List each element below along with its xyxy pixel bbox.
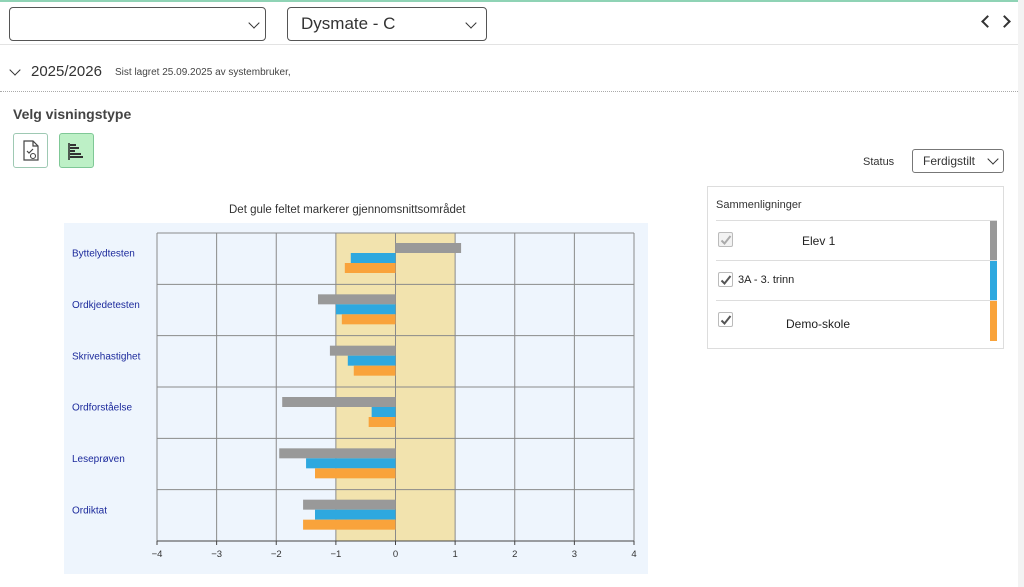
comparison-row-elev[interactable]: Elev 1 <box>716 220 997 261</box>
bar-elev-1 <box>303 499 396 510</box>
checkbox[interactable] <box>718 312 733 327</box>
document-check-icon <box>23 140 39 161</box>
series-color-swatch <box>990 221 997 261</box>
checkmark-icon <box>720 235 732 245</box>
chevron-down-icon <box>248 17 260 29</box>
checkmark-icon <box>720 275 732 285</box>
series-color-swatch <box>990 261 997 301</box>
top-bar: Dysmate - C <box>0 0 1024 45</box>
test-select-value: Dysmate - C <box>301 14 396 33</box>
bar-3a-3-trinn <box>315 509 396 520</box>
chevron-down-icon <box>987 153 999 165</box>
comparison-label: Elev 1 <box>802 234 836 248</box>
bar-demo-skole <box>315 468 396 479</box>
test-select[interactable]: Dysmate - C <box>287 7 487 41</box>
comparisons-panel: Sammenligninger Elev 1 3A - 3. trinn Dem… <box>707 186 1004 349</box>
bar-3a-3-trinn <box>350 253 396 263</box>
series-color-swatch <box>990 301 997 341</box>
comparison-label: 3A - 3. trinn <box>738 274 795 286</box>
bar-elev-1 <box>279 448 396 459</box>
checkbox[interactable] <box>718 232 733 247</box>
bar-elev-1 <box>317 294 396 305</box>
category-label: Leseprøven <box>72 454 125 465</box>
saved-info: Sist lagret 25.09.2025 av systembruker, <box>115 67 291 78</box>
x-tick-label: 1 <box>452 549 457 560</box>
bar-3a-3-trinn <box>335 304 396 315</box>
bar-demo-skole <box>303 519 396 530</box>
chevron-down-icon <box>465 17 477 29</box>
comparison-row-school[interactable]: Demo-skole <box>716 300 997 341</box>
category-label: Ordiktat <box>72 505 107 516</box>
comparison-label: Demo-skole <box>786 317 851 331</box>
x-tick-label: 3 <box>572 549 577 560</box>
bar-demo-skole <box>353 365 396 376</box>
checkbox[interactable] <box>718 272 733 287</box>
x-tick-label: −4 <box>152 549 163 560</box>
chevron-down-icon[interactable] <box>9 64 21 76</box>
chart-title: Det gule feltet markerer gjennomsnittsom… <box>229 204 466 216</box>
bar-3a-3-trinn <box>347 355 396 366</box>
bar-demo-skole <box>368 417 396 427</box>
status-label: Status <box>863 156 895 168</box>
student-select[interactable] <box>9 7 266 41</box>
bar-elev-1 <box>395 243 462 253</box>
x-tick-label: 2 <box>512 549 517 560</box>
bar-3a-3-trinn <box>306 458 396 469</box>
scrollbar[interactable] <box>1018 0 1024 587</box>
school-year: 2025/2026 <box>31 63 102 80</box>
bar-elev-1 <box>282 397 396 407</box>
x-tick-label: 4 <box>631 549 636 560</box>
category-label: Byttelydtesten <box>72 249 135 260</box>
x-tick-label: 0 <box>393 549 398 560</box>
category-label: Ordforståelse <box>72 402 132 414</box>
status-value: Ferdigstilt <box>923 154 976 168</box>
bar-elev-1 <box>329 345 396 356</box>
chart-view-button[interactable] <box>59 133 94 168</box>
bar-3a-3-trinn <box>371 407 396 417</box>
year-section-header[interactable]: 2025/2026 Sist lagret 25.09.2025 av syst… <box>0 58 1018 92</box>
bar-chart-icon <box>68 143 83 160</box>
x-tick-label: −1 <box>330 549 341 560</box>
view-type-heading: Velg visningstype <box>13 106 132 122</box>
bar-demo-skole <box>344 263 396 273</box>
status-select[interactable]: Ferdigstilt <box>912 149 1004 173</box>
category-label: Skrivehastighet <box>72 351 141 362</box>
previous-arrow-icon[interactable] <box>981 15 994 28</box>
document-view-button[interactable] <box>13 133 48 168</box>
checkmark-icon <box>720 315 732 325</box>
bar-chart: Byttelydtesten Ordkjedetesten Skrivehastig… <box>64 223 648 574</box>
x-tick-label: −3 <box>211 549 222 560</box>
x-tick-label: −2 <box>271 549 282 560</box>
comparison-row-class[interactable]: 3A - 3. trinn <box>716 260 997 301</box>
comparisons-title: Sammenligninger <box>716 199 802 211</box>
category-label: Ordkjedetesten <box>72 300 140 311</box>
next-arrow-icon[interactable] <box>998 15 1011 28</box>
bar-demo-skole <box>341 314 396 325</box>
